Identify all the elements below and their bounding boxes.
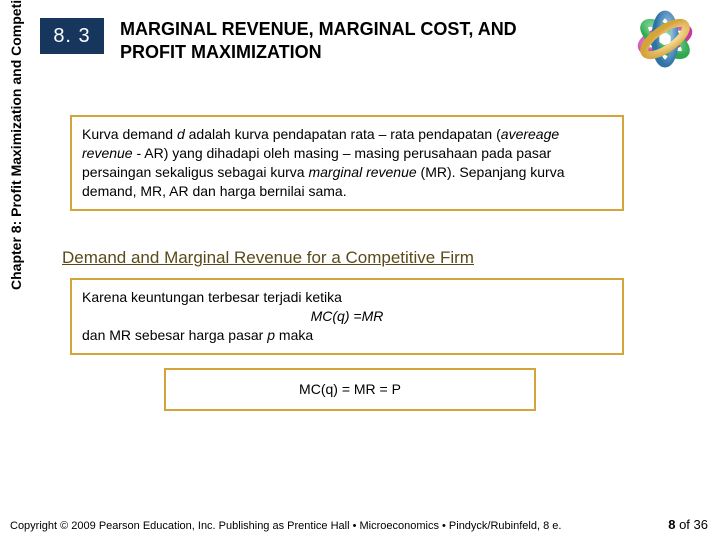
- box1-ital-mr: marginal revenue: [308, 164, 416, 180]
- decorative-rings-graphic: [620, 4, 710, 74]
- page-total: 36: [694, 517, 708, 532]
- box3-formula: MC(q) = MR = P: [299, 381, 401, 397]
- page-title: MARGINAL REVENUE, MARGINAL COST, AND PRO…: [120, 18, 540, 63]
- box2-text-a: dan MR sebesar harga pasar: [82, 327, 267, 343]
- subsection-heading: Demand and Marginal Revenue for a Compet…: [62, 248, 474, 268]
- result-formula-box: MC(q) = MR = P: [164, 368, 536, 411]
- copyright-footer: Copyright © 2009 Pearson Education, Inc.…: [10, 520, 561, 532]
- box2-line2: dan MR sebesar harga pasar p maka: [82, 326, 612, 345]
- section-number: 8. 3: [53, 25, 90, 48]
- page-number: 8 of 36: [668, 517, 708, 532]
- box1-text-a: Kurva demand: [82, 126, 177, 142]
- box1-ital-d: d: [177, 126, 185, 142]
- box2-ital-p: p: [267, 327, 275, 343]
- explanation-box-2: Karena keuntungan terbesar terjadi ketik…: [70, 278, 624, 355]
- slide: Chapter 8: Profit Maximization and Compe…: [0, 0, 720, 540]
- section-number-box: 8. 3: [40, 18, 104, 54]
- chapter-vertical-label: Chapter 8: Profit Maximization and Compe…: [8, 0, 24, 290]
- box2-formula: MC(q) =MR: [82, 307, 612, 326]
- box1-text-c: adalah kurva pendapatan rata – rata pend…: [185, 126, 501, 142]
- box2-line1: Karena keuntungan terbesar terjadi ketik…: [82, 288, 612, 307]
- explanation-box-1: Kurva demand d adalah kurva pendapatan r…: [70, 115, 624, 211]
- box2-text-c: maka: [275, 327, 313, 343]
- page-sep: of: [675, 517, 693, 532]
